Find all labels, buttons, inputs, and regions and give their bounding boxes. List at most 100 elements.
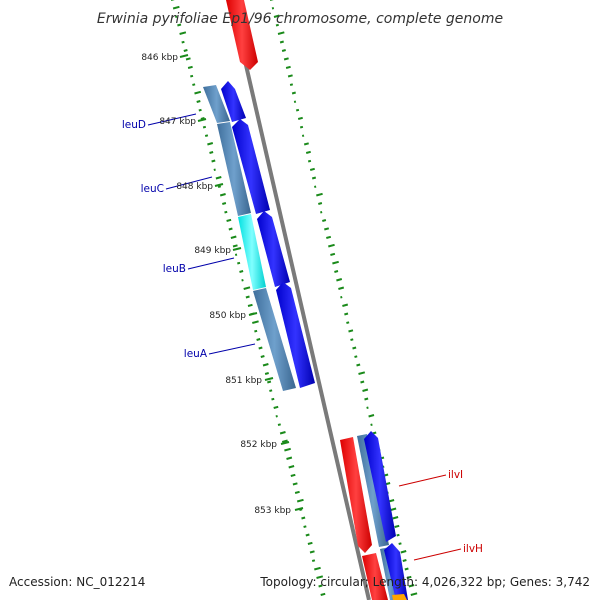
gc-tick — [342, 303, 349, 307]
gene-label-ilvI[interactable]: ilvI — [448, 469, 463, 481]
gene-label-ilvH[interactable]: ilvH — [463, 543, 483, 555]
tick-mark — [248, 312, 258, 316]
gc-tick — [336, 278, 343, 282]
gc-tick — [285, 65, 291, 69]
callout-ilvI — [398, 474, 447, 487]
gc-tick — [344, 312, 349, 316]
gc-tick — [243, 286, 251, 290]
gc-tick — [318, 202, 323, 205]
gene-bar-leuC — [217, 122, 251, 216]
gc-tick — [219, 193, 226, 197]
gc-tick — [179, 31, 187, 35]
gc-tick — [288, 465, 295, 469]
gc-tick — [299, 125, 304, 129]
gc-tick — [252, 320, 259, 324]
gc-tick — [254, 329, 258, 333]
gene-label-leuA[interactable]: leuA — [184, 348, 208, 360]
gc-tick — [202, 125, 207, 129]
gc-tick — [198, 108, 202, 112]
tick-mark — [197, 118, 207, 122]
cds-reverse-ilv-2 — [362, 553, 388, 600]
gc-tick — [307, 159, 312, 163]
gc-tick — [364, 397, 369, 401]
gc-tick — [281, 49, 286, 52]
gc-tick — [196, 100, 201, 103]
gc-tick — [172, 5, 180, 10]
gc-tick — [230, 235, 237, 239]
tick-mark — [294, 507, 304, 511]
gc-tick — [287, 74, 293, 78]
gc-tick — [284, 447, 291, 452]
gc-skew-track-left — [171, 0, 326, 596]
gc-tick — [294, 490, 300, 494]
gc-tick — [366, 406, 369, 409]
gc-tick — [398, 542, 402, 545]
gc-tick — [228, 227, 233, 231]
gc-tick — [356, 363, 361, 367]
gc-tick — [200, 117, 205, 120]
gene-label-leuC[interactable]: leuC — [141, 183, 164, 195]
gc-tick — [309, 167, 315, 171]
cds-ilvI — [364, 431, 396, 542]
gc-tick — [354, 355, 358, 358]
cds-leuD — [221, 81, 246, 122]
gc-tick — [183, 49, 188, 52]
gc-tick — [224, 210, 228, 214]
gc-tick — [368, 414, 375, 418]
gene-label-leuD[interactable]: leuD — [122, 119, 146, 131]
gc-tick — [262, 363, 269, 367]
chromosome-backbone — [229, 0, 371, 600]
cds-reverse-top — [226, 0, 258, 70]
gc-tick — [322, 219, 327, 222]
gc-tick — [305, 150, 311, 154]
tick-label: 852 kbp — [240, 440, 277, 450]
gc-tick — [211, 159, 216, 163]
gc-tick — [279, 431, 286, 435]
gc-tick — [293, 100, 297, 103]
gc-tick — [303, 525, 307, 528]
gc-tick — [247, 303, 253, 307]
gc-tick — [187, 65, 193, 69]
gc-tick — [332, 260, 339, 265]
gc-tick — [275, 415, 278, 418]
gc-tick — [307, 541, 313, 545]
gc-tick — [314, 185, 317, 188]
kbp-axis-labels: 846 kbp 847 kbp 848 kbp 849 kbp 850 kbp … — [141, 53, 291, 516]
gc-tick — [289, 83, 294, 86]
ilv-callout-lines — [398, 474, 462, 561]
gc-tick — [301, 134, 305, 137]
gc-tick — [217, 185, 222, 188]
gc-tick — [281, 439, 288, 443]
tick-mark — [264, 377, 274, 381]
gc-tick — [301, 516, 306, 520]
gc-tick — [260, 355, 265, 358]
callout-leuB — [187, 257, 235, 270]
gene-label-leuB[interactable]: leuB — [163, 263, 186, 275]
gc-tick — [370, 423, 373, 426]
gc-tick — [318, 584, 323, 588]
tick-mark — [214, 183, 224, 187]
gc-tick — [299, 508, 303, 511]
callout-ilvH — [413, 548, 462, 561]
gc-tick — [207, 142, 214, 146]
gc-tick — [408, 584, 415, 588]
gc-tick — [283, 57, 289, 61]
tick-label: 851 kbp — [225, 376, 262, 386]
leu-cds-arrows — [221, 81, 315, 388]
gc-tick — [275, 23, 279, 27]
gc-tick — [328, 243, 335, 248]
gc-tick — [400, 550, 407, 554]
gc-tick — [237, 261, 241, 265]
gc-tick — [269, 389, 273, 392]
gc-tick — [362, 388, 369, 392]
gc-tick — [358, 371, 366, 375]
cds-leuA — [276, 282, 315, 388]
tick-label: 853 kbp — [254, 506, 291, 516]
gc-tick — [190, 74, 194, 78]
gc-tick — [271, 7, 275, 10]
gc-tick — [295, 108, 300, 112]
gc-tick — [273, 14, 280, 18]
gc-tick — [320, 211, 323, 214]
gc-tick — [213, 168, 216, 171]
